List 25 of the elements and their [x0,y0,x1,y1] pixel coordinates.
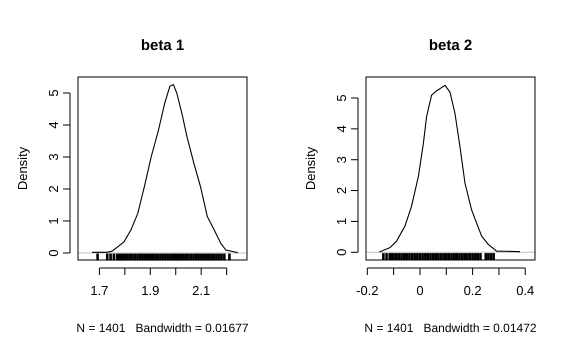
y-tick-label: 5 [46,89,61,97]
chart-title: beta 1 [140,37,184,54]
y-tick-label: 2 [46,185,61,193]
x-tick-label: 0 [416,283,424,298]
y-tick-label: 3 [334,156,349,164]
y-tick-label: 4 [46,121,61,129]
x-tick-label: 0.4 [516,283,534,298]
y-tick-label: 1 [46,217,61,225]
y-tick-label: 5 [334,94,349,102]
x-tick-label: -0.2 [356,283,379,298]
y-tick-label: 0 [46,249,61,257]
y-tick-label: 4 [334,125,349,132]
y-tick-label: 0 [334,248,349,256]
chart-title: beta 2 [428,37,472,54]
y-tick-label: 1 [334,218,349,226]
y-axis-title: Density [15,146,30,190]
x-axis-title: N = 1401 Bandwidth = 0.01677 [76,321,249,335]
y-tick-label: 2 [334,186,349,194]
x-tick-label: 1.9 [141,283,160,298]
x-tick-label: 1.7 [90,283,108,298]
x-tick-label: 2.1 [192,283,210,298]
x-axis-title: N = 1401 Bandwidth = 0.01472 [364,321,537,335]
y-axis-title: Density [303,146,318,190]
y-tick-label: 3 [46,153,61,161]
x-tick-label: 0.2 [464,283,482,298]
